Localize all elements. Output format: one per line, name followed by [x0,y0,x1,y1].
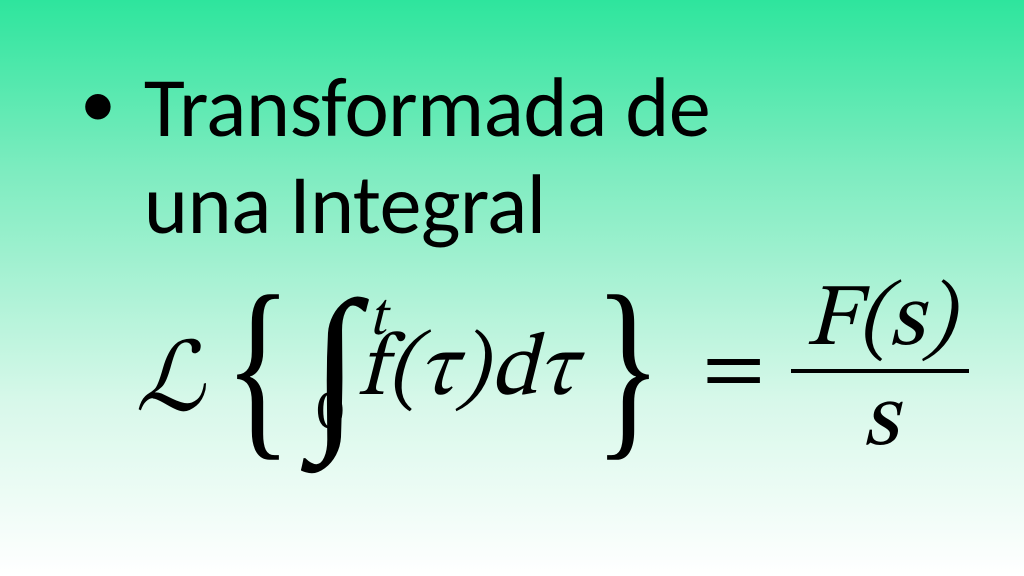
slide: • Transformada de una Integral ℒ { t ∫ 0… [0,0,1024,576]
equals-sign: = [702,316,765,426]
fraction-denominator: s [849,373,912,469]
fraction-numerator: F(s) [791,273,968,369]
title-text: Transformada de una Integral [144,60,710,253]
title-block: • Transformada de una Integral [40,60,984,253]
title-line-1: Transformada de [144,56,710,159]
fraction: F(s) s [791,273,968,469]
integral-block: t ∫ 0 f(τ)dτ [310,316,576,426]
integrand: f(τ)dτ [358,316,576,426]
equation: ℒ { t ∫ 0 f(τ)dτ } = F(s) s [120,273,984,469]
integral-lower-limit: 0 [316,379,344,449]
integral-upper-limit: t [368,285,386,355]
bullet-icon: • [80,64,116,143]
laplace-operator: ℒ [135,321,204,433]
title-line-2: una Integral [144,153,546,256]
